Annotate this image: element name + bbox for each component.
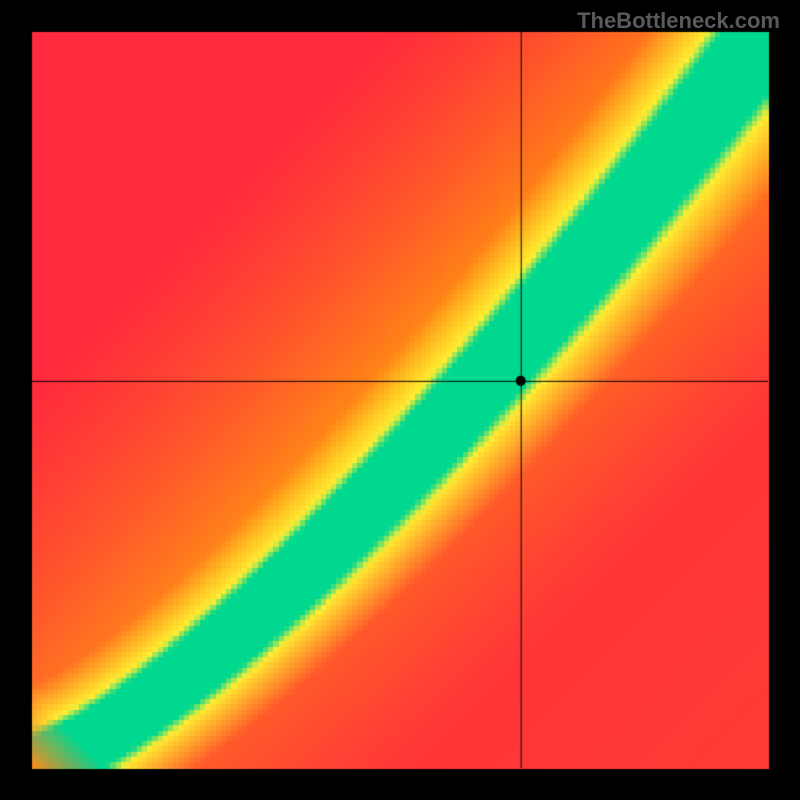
watermark-text: TheBottleneck.com [577, 8, 780, 34]
bottleneck-heatmap [0, 0, 800, 800]
chart-container: TheBottleneck.com [0, 0, 800, 800]
